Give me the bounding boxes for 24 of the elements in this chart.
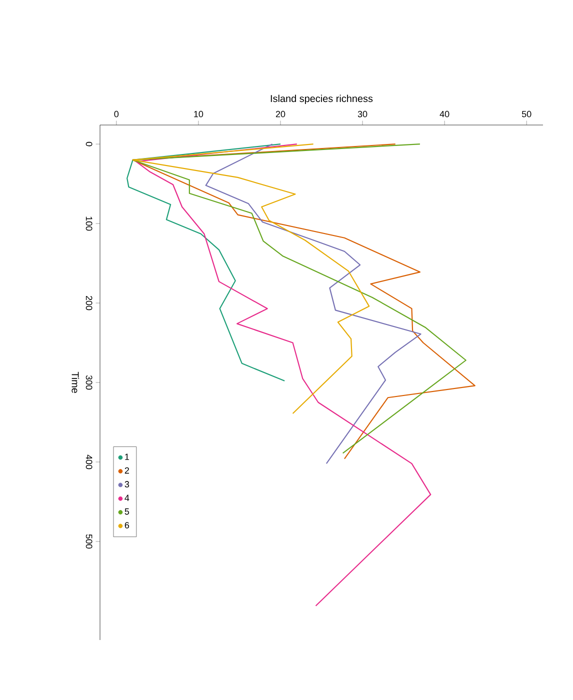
y-tick-label: 300 [86,375,92,390]
y-axis-title: Time [72,372,80,393]
legend-label: 6 [124,522,130,528]
x-tick-label: 50 [522,110,532,118]
legend-label: 3 [124,481,130,488]
y-tick-label: 200 [86,296,92,310]
y-tick-label: 100 [86,216,92,231]
x-axis-title: Island species richness [270,94,373,104]
y-tick-label: 500 [86,534,92,549]
legend-label: 2 [124,467,129,474]
line-series [205,144,422,464]
legend-label: 4 [124,494,130,501]
x-tick-label: 10 [194,110,204,118]
x-tick-label: 20 [276,110,286,118]
x-tick-label: 0 [114,110,119,118]
y-tick-label: 0 [86,142,92,146]
x-tick-label: 30 [358,110,368,118]
legend-label: 5 [124,508,130,515]
y-tick-label: 400 [86,454,92,470]
line-series [132,144,370,414]
line-series [126,144,286,382]
x-tick-label: 40 [440,110,450,118]
legend-label: 1 [125,454,129,460]
line-series [136,144,432,606]
